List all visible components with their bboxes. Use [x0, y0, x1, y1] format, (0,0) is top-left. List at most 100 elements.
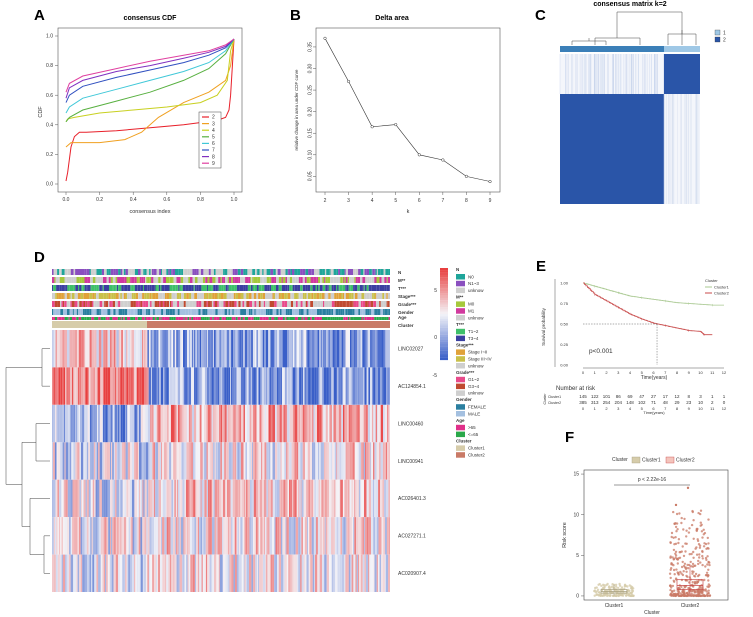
panel-d-annot-cell — [148, 309, 151, 315]
panel-d-annot-cell — [228, 309, 230, 315]
panel-d-heat-cell — [355, 479, 358, 518]
panel-d-heat-cell — [223, 554, 225, 592]
panel-d-annot-cell — [339, 285, 343, 291]
panel-d-heat-cell — [301, 479, 304, 518]
panel-d-heat-cell — [222, 442, 225, 480]
panel-d-heat-cell — [268, 479, 270, 518]
panel-d-heat-cell — [82, 404, 84, 443]
panel-b-ytick-label: 0.25 — [308, 85, 314, 95]
panel-d-heat-cell — [224, 554, 227, 592]
panel-d-annot-cell — [285, 269, 288, 275]
panel-d-annot-cell — [80, 293, 84, 299]
panel-d-annot-cell — [89, 309, 92, 315]
panel-d-annot-cell — [143, 269, 145, 275]
panel-d-heat-cell — [134, 479, 137, 518]
panel-d-heat-cell — [358, 554, 360, 592]
panel-c-dendrogram — [571, 11, 697, 45]
panel-d-heat-cell — [271, 367, 274, 405]
panel-d-heat-cell — [101, 330, 104, 368]
panel-d-annot-cell — [303, 317, 305, 320]
panel-d-heat-cell — [53, 517, 55, 555]
panel-d-annot-cell — [382, 317, 385, 320]
panel-d-annot-cell — [284, 301, 287, 307]
panel-f-point-cluster1 — [602, 594, 606, 597]
panel-d-heat-cell — [262, 517, 264, 555]
panel-a-ytick-label: 0.6 — [46, 93, 53, 99]
panel-d-heat-cell — [162, 554, 165, 592]
panel-d-heat-cell — [176, 367, 178, 405]
panel-d-annot-row-label: Stage*** — [398, 294, 416, 299]
panel-d-heat-cell — [193, 330, 196, 368]
panel-c-title: consensus matrix k=2 — [593, 1, 666, 8]
panel-d-heat-cell — [178, 442, 181, 480]
panel-d-heat-cell — [212, 479, 214, 518]
panel-d-annot-cell — [183, 301, 186, 307]
panel-d-heat-cell — [360, 479, 363, 518]
panel-d-heat-cell — [292, 330, 295, 368]
panel-d-annot-cell — [284, 293, 287, 299]
panel-d-annot-cell — [80, 309, 83, 315]
panel-d-annot-cell — [245, 285, 248, 291]
panel-d-annot-cell — [325, 277, 328, 283]
panel-d-annot-cell — [211, 285, 213, 291]
panel-d-annot-cell — [380, 301, 384, 307]
panel-d-annot-cell — [120, 317, 122, 320]
panel-d-annot-cell — [243, 293, 247, 299]
panel-e-risk-value: 204 — [614, 400, 622, 405]
panel-d-annot-cell — [238, 277, 241, 283]
panel-d-heat-cell — [237, 330, 240, 368]
panel-d-heat-cell — [98, 330, 102, 368]
panel-d-heat-cell — [172, 367, 174, 405]
panel-f-point-cluster2 — [685, 591, 689, 595]
panel-b-point — [464, 174, 468, 178]
panel-d-annot-cell — [224, 309, 228, 315]
panel-d-annot-cell — [267, 285, 270, 291]
panel-d-annot-cell — [347, 317, 350, 320]
panel-d-annot-cell — [263, 317, 266, 320]
panel-d-annot-cell — [234, 269, 238, 275]
panel-a-legend-label-9: 9 — [212, 161, 215, 167]
panel-d-heat-cell — [65, 442, 68, 480]
panel-d-heat-cell — [232, 367, 235, 405]
panel-d-annot-cell — [198, 269, 201, 275]
panel-d-legend-swatch — [456, 308, 465, 314]
panel-d-annot-cell — [221, 285, 224, 291]
panel-d-annot-cell — [246, 317, 249, 320]
panel-f-point-cluster2 — [669, 584, 672, 587]
panel-d-annot-cell — [316, 301, 318, 307]
panel-c-legend-label-1: 1 — [723, 31, 726, 37]
panel-d-annot-cell — [385, 269, 389, 275]
panel-d-annot-cell — [78, 269, 80, 275]
panel-d-heat-cell — [186, 442, 188, 480]
panel-d-annot-cell — [271, 285, 274, 291]
panel-d-heat-cell — [296, 367, 300, 405]
panel-d-heat-cell — [347, 517, 350, 555]
panel-d-heat-cell — [99, 554, 101, 592]
panel-d-heat-cell — [252, 367, 254, 405]
panel-d-annot-cell — [55, 309, 60, 315]
panel-d-heat-cell — [56, 517, 58, 555]
panel-d-annot-cell — [142, 293, 145, 299]
panel-d-annot-cell — [94, 285, 97, 291]
panel-d-heat-cell — [166, 517, 168, 555]
panel-d-heat-cell — [79, 479, 81, 518]
panel-b-xtick-label: 3 — [347, 198, 350, 204]
panel-f-point-cluster2 — [702, 528, 705, 531]
panel-d-heat-cell — [57, 367, 59, 405]
panel-d-heat-cell — [153, 442, 155, 480]
panel-d-heat-cell — [148, 479, 151, 518]
panel-d-heat-cell — [154, 517, 157, 555]
panel-d-colorbar-step — [440, 357, 448, 361]
panel-d-annot-cell — [130, 277, 132, 283]
panel-c-block-cluster1 — [560, 94, 664, 204]
panel-d-annot-cell — [84, 317, 87, 320]
panel-d-annot-cell — [251, 293, 254, 299]
panel-d-heat-cell — [158, 442, 160, 480]
panel-d-annot-cell — [108, 293, 111, 299]
panel-d-heat-cell — [263, 367, 266, 405]
panel-d-heat-cell — [213, 442, 215, 480]
panel-d-heat-cell — [362, 367, 365, 405]
panel-d-annot-cell — [218, 285, 222, 291]
panel-d-heat-cell — [357, 479, 359, 518]
